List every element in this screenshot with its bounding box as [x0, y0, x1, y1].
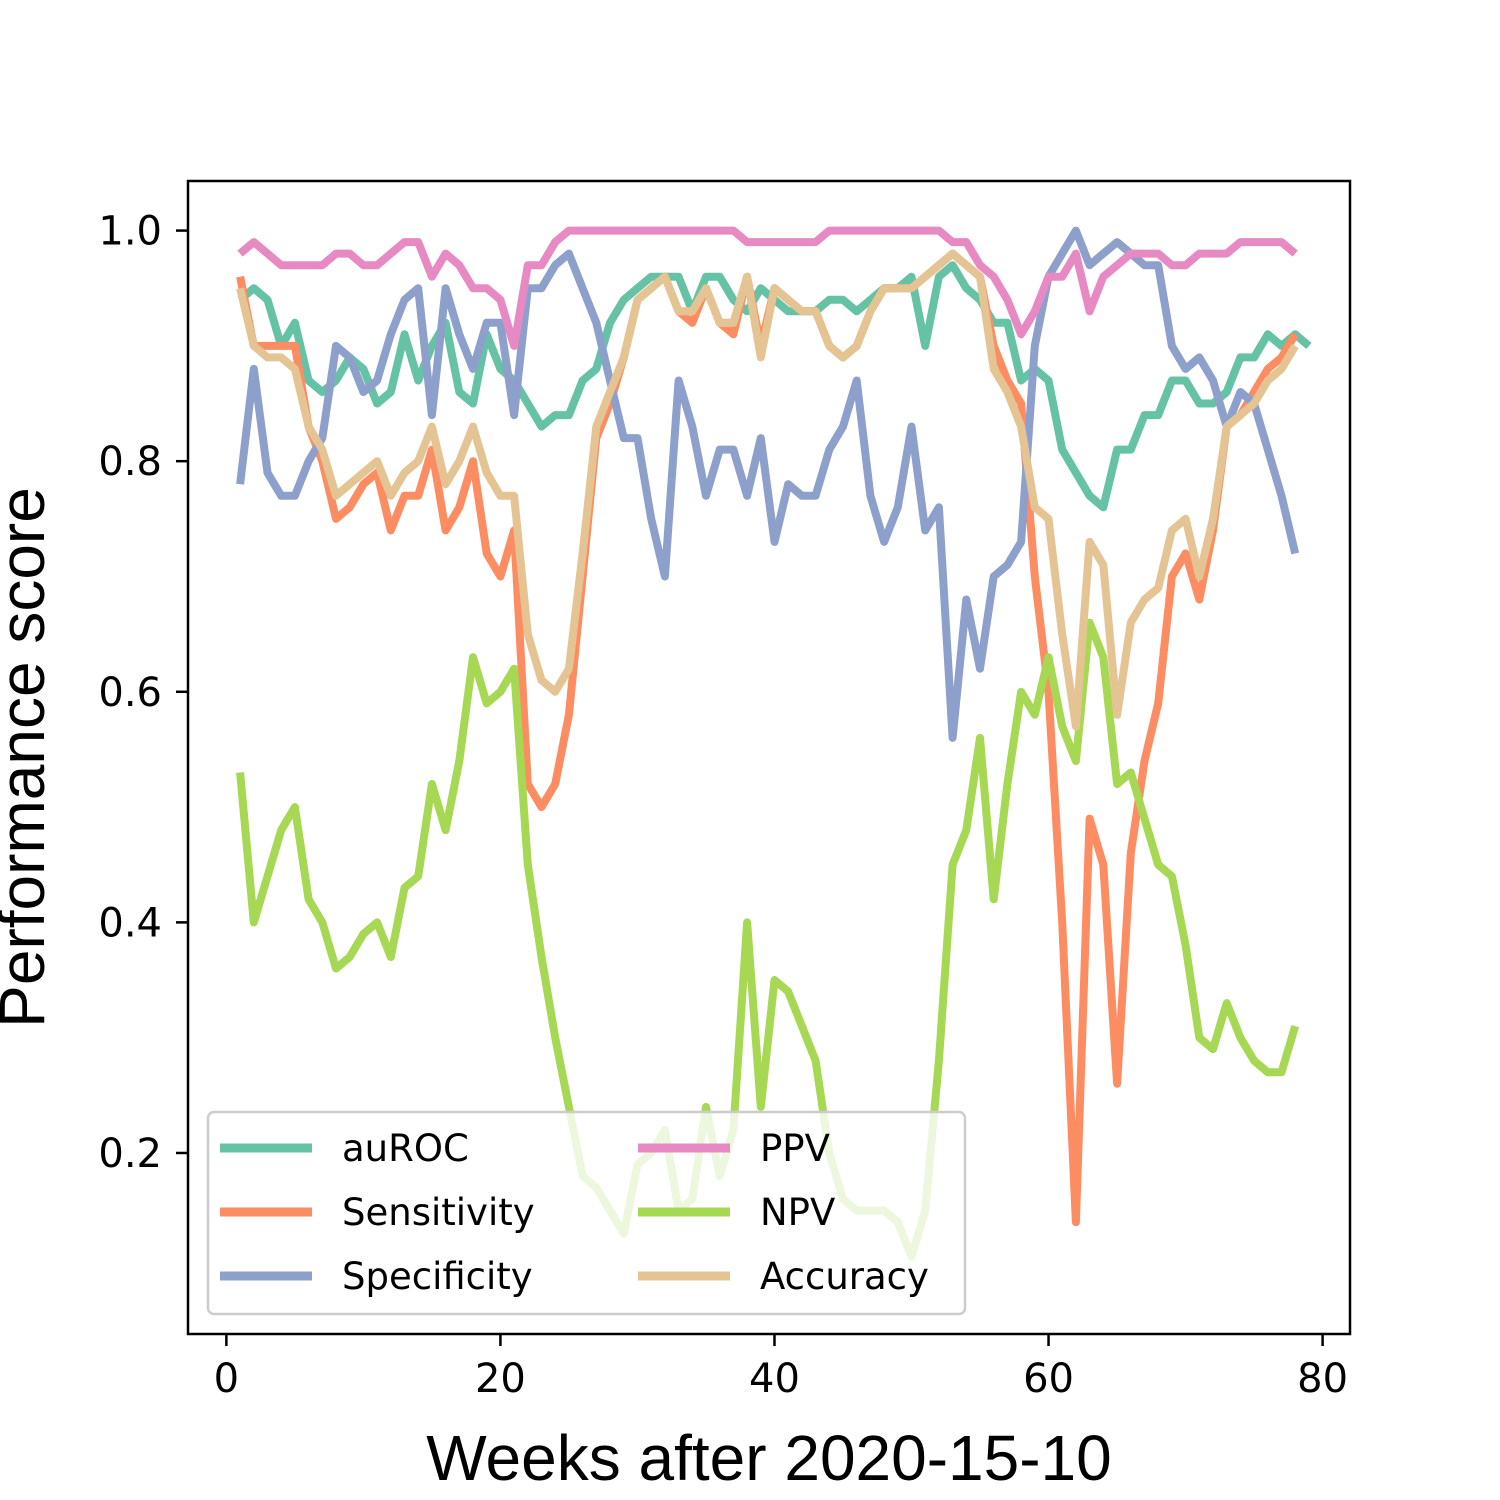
legend-label: auROC — [342, 1127, 469, 1170]
plot-frame — [186, 179, 1352, 1336]
x-tick-label: 20 — [475, 1356, 526, 1402]
x-axis-title: Weeks after 2020-15-10 — [426, 1422, 1111, 1494]
legend-label: PPV — [760, 1127, 830, 1170]
y-axis-ticks: 0.2 0.4 0.6 0.8 1.0 — [98, 209, 188, 1177]
x-tick-label: 60 — [1023, 1356, 1074, 1402]
x-tick-label: 40 — [749, 1356, 800, 1402]
x-tick-label: 0 — [214, 1356, 239, 1402]
y-tick-label: 0.4 — [98, 900, 162, 946]
series-layer — [236, 226, 1312, 1261]
legend-box — [206, 1110, 967, 1316]
y-tick-label: 0.6 — [98, 670, 162, 716]
y-tick-label: 0.8 — [98, 439, 162, 485]
y-tick-label: 0.2 — [98, 1131, 162, 1177]
y-axis-title: Performance score — [0, 487, 58, 1028]
legend-label: NPV — [760, 1191, 835, 1234]
legend-label: Accuracy — [760, 1255, 929, 1298]
series-line-accuracy — [236, 249, 1299, 731]
legend: auROC Sensitivity Specificity PPV NPV Accurac… — [206, 1110, 967, 1316]
series-line-specificity — [236, 226, 1300, 742]
legend-label: Sensitivity — [342, 1191, 535, 1234]
y-tick-label: 1.0 — [98, 209, 162, 255]
series-line-npv — [236, 618, 1300, 1261]
x-axis-ticks: 0 20 40 60 80 — [214, 1334, 1348, 1402]
legend-label: Specificity — [342, 1255, 533, 1298]
series-line-ppv — [237, 226, 1298, 350]
x-tick-label: 80 — [1297, 1356, 1348, 1402]
